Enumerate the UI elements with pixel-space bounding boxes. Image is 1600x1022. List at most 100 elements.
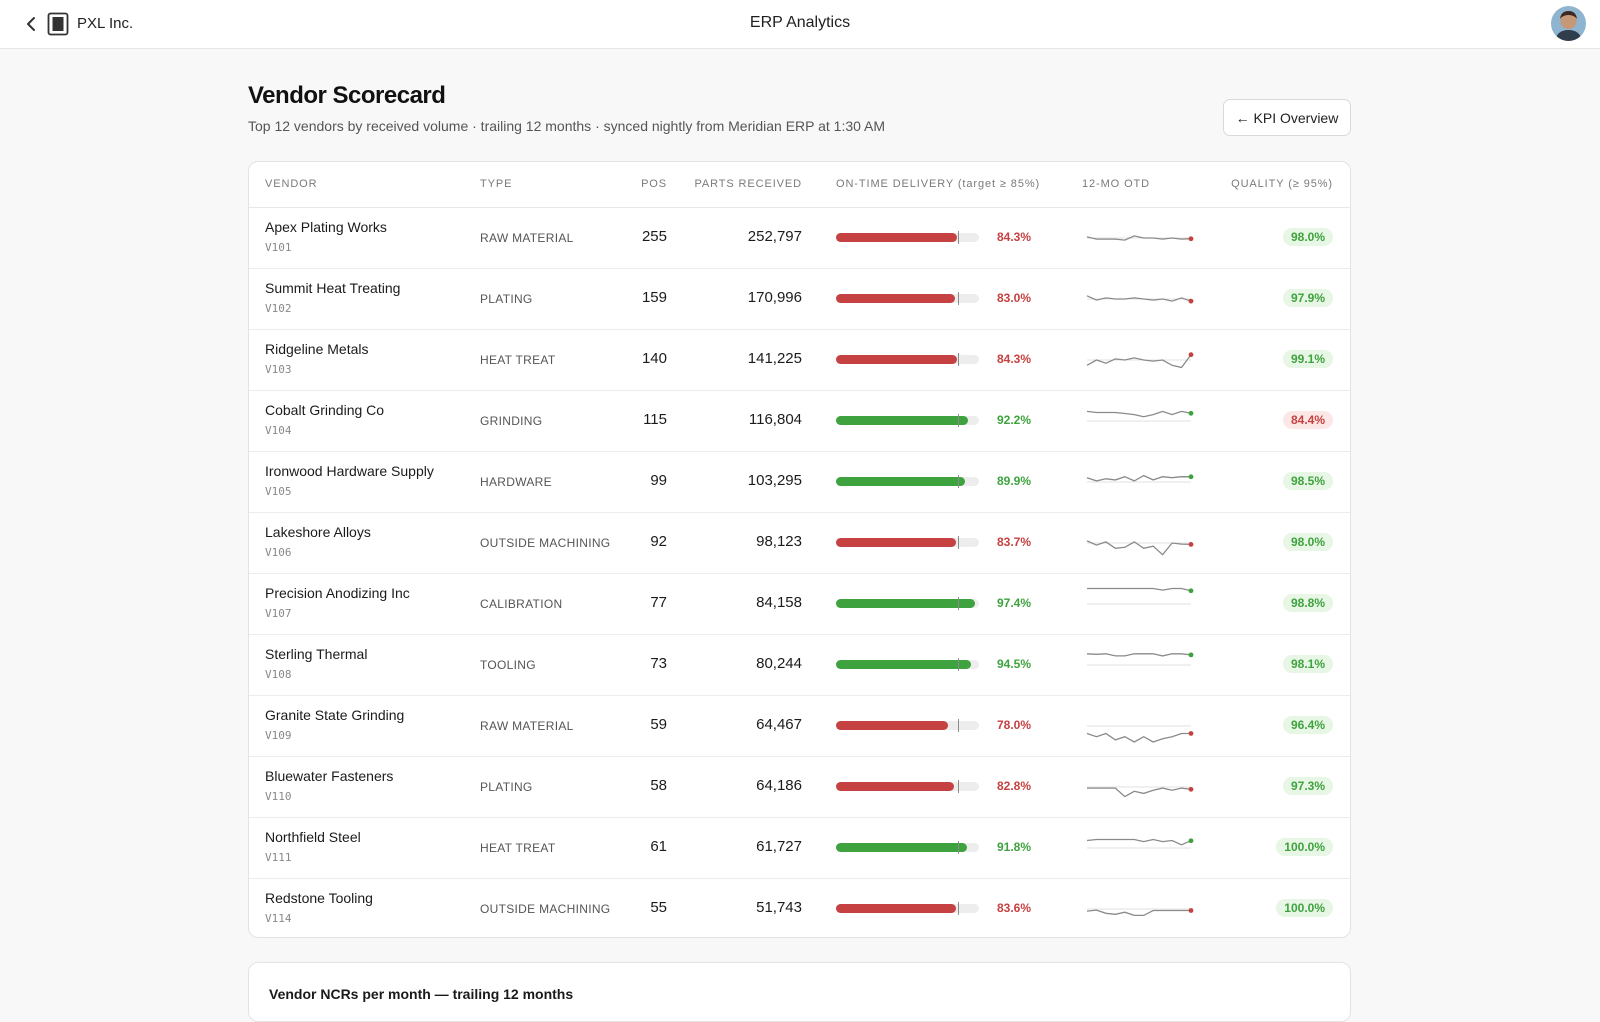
- column-type[interactable]: TYPE: [480, 178, 513, 190]
- sparkline-line: [1086, 540, 1192, 556]
- vendor-id: V105: [265, 485, 292, 498]
- table-row[interactable]: Ridgeline Metals V103 HEAT TREAT 140 141,225…: [249, 329, 1350, 391]
- column-12mo-otd[interactable]: 12-MO OTD: [1082, 178, 1150, 190]
- vendor-type: HEAT TREAT: [480, 353, 556, 367]
- vendor-type: PLATING: [480, 292, 533, 306]
- otd-bar: [836, 292, 979, 305]
- vendor-name: Ironwood Hardware Supply: [265, 463, 434, 479]
- otd-target-marker: [957, 292, 959, 305]
- table-row[interactable]: Ironwood Hardware Supply V105 HARDWARE 99 10…: [249, 451, 1350, 513]
- sparkline-last-point: [1188, 352, 1194, 358]
- vendor-name: Sterling Thermal: [265, 646, 368, 662]
- table-row[interactable]: Summit Heat Treating V102 PLATING 159 170,99…: [249, 268, 1350, 330]
- table-row[interactable]: Cobalt Grinding Co V104 GRINDING 115 116,804…: [249, 390, 1350, 452]
- column-on-time-delivery[interactable]: ON-TIME DELIVERY (target ≥ 85%): [836, 178, 1041, 190]
- sparkline-line: [1086, 354, 1192, 369]
- table-header: VENDOR TYPE POS PARTS RECEIVED ON-TIME D…: [249, 162, 1350, 208]
- otd-bar: [836, 353, 979, 366]
- quality-badge: 97.9%: [1282, 289, 1333, 307]
- parts-received: 98,123: [756, 533, 802, 550]
- vendor-type: OUTSIDE MACHINING: [480, 902, 611, 916]
- otd-bar: [836, 475, 979, 488]
- otd-bar: [836, 231, 979, 244]
- column-pos[interactable]: POS: [641, 178, 667, 190]
- parts-received: 84,158: [756, 594, 802, 611]
- otd-sparkline: [1087, 587, 1194, 605]
- sparkline-line: [1086, 295, 1192, 302]
- vendor-table: VENDOR TYPE POS PARTS RECEIVED ON-TIME D…: [248, 161, 1351, 938]
- column-vendor[interactable]: VENDOR: [265, 178, 318, 190]
- otd-bar: [836, 719, 979, 732]
- table-row[interactable]: Redstone Tooling V114 OUTSIDE MACHINING 55 5…: [249, 878, 1350, 937]
- otd-bar: [836, 536, 979, 549]
- sparkline-last-point: [1188, 786, 1194, 792]
- pos-count: 58: [650, 777, 667, 794]
- vendor-id: V111: [265, 851, 292, 864]
- sparkline-last-point: [1188, 588, 1194, 594]
- sparkline-line: [1086, 909, 1191, 917]
- otd-sparkline: [1086, 725, 1194, 743]
- otd-bar-fill: [836, 721, 948, 730]
- vendor-id: V103: [265, 363, 292, 376]
- otd-target-marker: [957, 231, 959, 244]
- vendor-name: Precision Anodizing Inc: [265, 585, 410, 601]
- sparkline-line: [1086, 235, 1192, 241]
- quality-badge: 98.1%: [1282, 655, 1333, 673]
- otd-value: 89.9%: [997, 474, 1032, 488]
- otd-value: 83.0%: [997, 291, 1032, 305]
- vendor-name: Granite State Grinding: [265, 707, 405, 723]
- pos-count: 115: [643, 411, 667, 428]
- otd-bar-fill: [836, 843, 968, 852]
- vendor-type: RAW MATERIAL: [480, 231, 574, 245]
- vendor-name: Lakeshore Alloys: [265, 524, 371, 540]
- building-icon: [46, 12, 70, 36]
- chevron-left-icon[interactable]: [22, 14, 42, 34]
- otd-value: 91.8%: [997, 840, 1032, 854]
- otd-target-marker: [957, 902, 959, 915]
- table-row[interactable]: Northfield Steel V111 HEAT TREAT 61 61,727 91…: [249, 817, 1350, 879]
- pos-count: 159: [641, 289, 667, 306]
- otd-sparkline: [1086, 540, 1194, 556]
- vendor-name: Summit Heat Treating: [265, 280, 401, 296]
- otd-value: 78.0%: [997, 718, 1032, 732]
- vendor-name: Bluewater Fasteners: [265, 768, 394, 784]
- otd-bar: [836, 414, 979, 427]
- table-row[interactable]: Lakeshore Alloys V106 OUTSIDE MACHINING 92 9…: [249, 512, 1350, 574]
- table-row[interactable]: Sterling Thermal V108 TOOLING 73 80,244 94.5%…: [249, 634, 1350, 696]
- sparkline-last-point: [1188, 410, 1194, 416]
- org-name[interactable]: PXL Inc.: [77, 15, 134, 32]
- column-quality[interactable]: QUALITY (≥ 95%): [1231, 178, 1333, 190]
- vendor-id: V104: [265, 424, 292, 437]
- quality-badge: 100.0%: [1276, 838, 1333, 856]
- column-parts-received[interactable]: PARTS RECEIVED: [694, 178, 802, 190]
- page-subtitle: Top 12 vendors by received volume · trai…: [248, 118, 886, 134]
- otd-target-marker: [957, 597, 959, 610]
- otd-value: 84.3%: [997, 230, 1032, 244]
- otd-sparkline: [1086, 410, 1194, 422]
- table-row[interactable]: Granite State Grinding V109 RAW MATERIAL 59…: [249, 695, 1350, 757]
- table-row[interactable]: Precision Anodizing Inc V107 CALIBRATION 77…: [249, 573, 1350, 635]
- otd-value: 83.6%: [997, 901, 1032, 915]
- table-row[interactable]: Bluewater Fasteners V110 PLATING 58 64,186 82…: [249, 756, 1350, 818]
- avatar[interactable]: [1551, 6, 1586, 41]
- vendor-id: V114: [265, 912, 292, 925]
- vendor-id: V106: [265, 546, 292, 559]
- quality-badge: 98.8%: [1282, 594, 1333, 612]
- vendor-type: TOOLING: [480, 658, 536, 672]
- otd-target-marker: [957, 780, 959, 793]
- quality-badge: 97.3%: [1282, 777, 1333, 795]
- otd-bar: [836, 841, 979, 854]
- parts-received: 61,727: [756, 838, 802, 855]
- kpi-overview-button[interactable]: ← KPI Overview: [1223, 99, 1351, 136]
- sparkline-line: [1086, 474, 1192, 482]
- vendor-type: RAW MATERIAL: [480, 719, 574, 733]
- otd-sparkline: [1086, 474, 1194, 483]
- table-row[interactable]: Apex Plating Works V101 RAW MATERIAL 255 252…: [249, 207, 1350, 269]
- sparkline-last-point: [1188, 652, 1194, 658]
- otd-bar-fill: [836, 538, 956, 547]
- vendor-id: V108: [265, 668, 292, 681]
- parts-received: 80,244: [756, 655, 802, 672]
- parts-received: 64,186: [756, 777, 802, 794]
- otd-bar: [836, 597, 979, 610]
- otd-bar-fill: [836, 904, 956, 913]
